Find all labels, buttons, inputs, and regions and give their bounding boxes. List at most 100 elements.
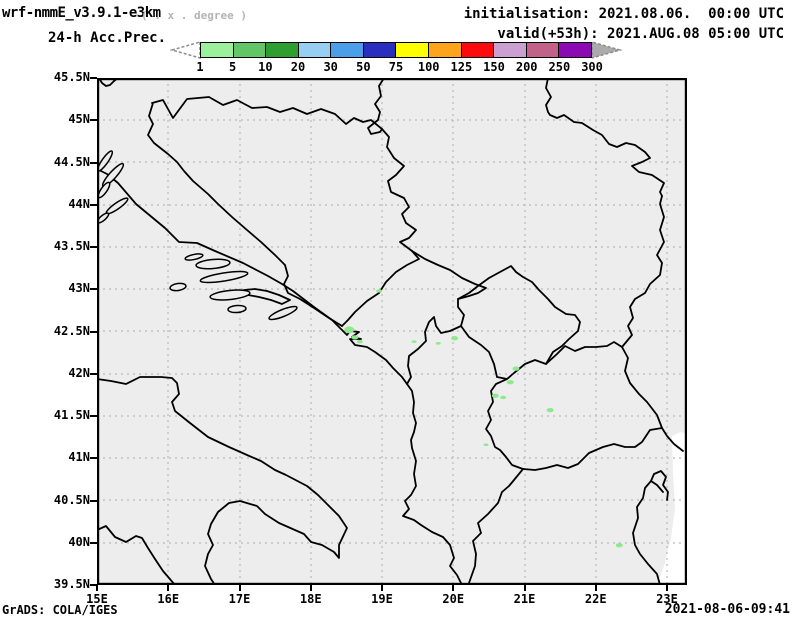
product-label: 24-h Acc.Prec. xyxy=(48,30,167,46)
lon-tick-mark xyxy=(309,585,312,591)
precip-spot xyxy=(500,395,507,400)
lat-tick-label: 39.5N xyxy=(53,577,90,591)
creation-timestamp: 2021-08-06-09:41 xyxy=(664,602,790,617)
precip-spot xyxy=(411,340,417,343)
precip-spot xyxy=(344,326,355,334)
lat-tick-mark xyxy=(90,457,97,460)
lat-tick-mark xyxy=(90,372,97,375)
colorbar-cell xyxy=(559,43,591,57)
initialisation-label: initialisation: 2021.08.06. 00:00 UTC xyxy=(463,6,784,22)
colorbar-cell xyxy=(331,43,364,57)
lon-tick-mark xyxy=(96,585,98,591)
lon-tick-mark xyxy=(523,585,526,591)
lon-tick-mark xyxy=(238,585,241,591)
model-subtitle: ( . x . degree ) xyxy=(141,9,247,22)
lon-tick-label: 18E xyxy=(299,592,322,606)
lat-tick-mark xyxy=(90,119,97,122)
precipitation-spots xyxy=(344,289,623,548)
precip-spot xyxy=(506,380,514,385)
precip-spot xyxy=(546,407,554,413)
lat-tick-mark xyxy=(90,161,97,164)
colorbar-cell xyxy=(429,43,462,57)
colorbar-cell xyxy=(526,43,560,57)
lat-tick-mark xyxy=(90,415,97,417)
lat-tick-mark xyxy=(90,288,97,291)
colorbar-cell xyxy=(298,43,332,57)
colorbar-tick-label: 75 xyxy=(388,60,404,74)
colorbar-cell xyxy=(494,43,527,57)
lon-tick-mark xyxy=(594,585,597,591)
precipitation-map xyxy=(97,78,687,585)
precip-spot xyxy=(615,543,623,548)
precip-spot xyxy=(435,342,441,345)
lat-tick-mark xyxy=(90,584,97,586)
precip-spot xyxy=(376,289,383,293)
colorbar-tick-label: 100 xyxy=(417,60,440,74)
map-frame xyxy=(97,78,687,585)
colorbar-right-arrow-icon xyxy=(592,41,623,59)
colorbar-tick-label: 20 xyxy=(290,60,306,74)
colorbar-tick-label: 1 xyxy=(196,60,204,74)
lat-tick-mark xyxy=(90,499,97,502)
colorbar-cell xyxy=(461,43,495,57)
nodata-strip xyxy=(657,432,687,585)
colorbar-tick-label: 250 xyxy=(548,60,571,74)
lon-tick-label: 20E xyxy=(442,592,465,606)
lon-tick-label: 16E xyxy=(157,592,180,606)
colorbar-tick-label: 150 xyxy=(483,60,505,74)
lat-tick-label: 43.5N xyxy=(53,239,90,253)
colorbar xyxy=(200,42,592,58)
lat-tick-label: 44N xyxy=(68,196,90,211)
colorbar-tick-label: 10 xyxy=(258,60,273,74)
lat-tick-label: 41N xyxy=(68,450,90,465)
precip-spot xyxy=(483,443,489,447)
precip-spot xyxy=(491,393,499,398)
lat-tick-mark xyxy=(90,77,97,79)
lat-tick-label: 40.5N xyxy=(53,492,90,507)
lat-tick-label: 40N xyxy=(68,534,90,549)
lon-tick-label: 21E xyxy=(513,592,536,606)
lon-tick-label: 22E xyxy=(584,592,607,606)
lon-tick-label: 15E xyxy=(86,592,108,606)
lon-tick-mark xyxy=(381,585,383,591)
lat-tick-label: 44.5N xyxy=(53,154,90,169)
adriatic-islands xyxy=(97,150,298,321)
lat-tick-mark xyxy=(90,203,97,206)
lon-tick-mark xyxy=(452,585,455,591)
colorbar-tick-label: 125 xyxy=(450,60,473,74)
valid-label: valid(+53h): 2021.AUG.08 05:00 UTC xyxy=(497,26,784,42)
precip-spot xyxy=(356,339,363,344)
colorbar-cell xyxy=(201,43,234,57)
lat-tick-label: 42.5N xyxy=(53,323,90,338)
lat-tick-label: 42N xyxy=(68,365,90,380)
lat-tick-label: 43N xyxy=(68,281,90,296)
model-title: wrf-nmmE_v3.9.1-e3km xyxy=(2,5,161,21)
lat-tick-label: 45.5N xyxy=(53,70,90,84)
colorbar-tick-label: 30 xyxy=(323,60,338,74)
colorbar-cell xyxy=(266,43,299,57)
lon-tick-label: 17E xyxy=(228,592,251,606)
colorbar-tick-label: 200 xyxy=(515,60,538,74)
grads-credit: GrADS: COLA/IGES xyxy=(2,603,118,617)
coastlines-and-borders xyxy=(97,78,684,585)
colorbar-cell xyxy=(233,43,267,57)
graticule-grid xyxy=(97,78,687,585)
colorbar-tick-label: 300 xyxy=(581,60,603,74)
precip-spot xyxy=(351,335,359,340)
colorbar-cell xyxy=(363,43,397,57)
lat-tick-mark xyxy=(90,246,97,248)
colorbar-tick-label: 5 xyxy=(229,60,237,74)
lon-tick-label: 19E xyxy=(371,592,393,606)
lat-tick-mark xyxy=(90,541,97,544)
precip-spot xyxy=(512,366,520,371)
colorbar-left-arrow-icon xyxy=(170,41,201,59)
lat-tick-label: 41.5N xyxy=(53,408,90,422)
colorbar-tick-label: 50 xyxy=(356,60,371,74)
lon-tick-label: 23E xyxy=(656,592,678,606)
lat-tick-label: 45N xyxy=(68,112,90,127)
precip-spot xyxy=(451,336,459,341)
colorbar-cell xyxy=(396,43,430,57)
lon-tick-mark xyxy=(167,585,170,591)
lat-tick-mark xyxy=(90,330,97,333)
